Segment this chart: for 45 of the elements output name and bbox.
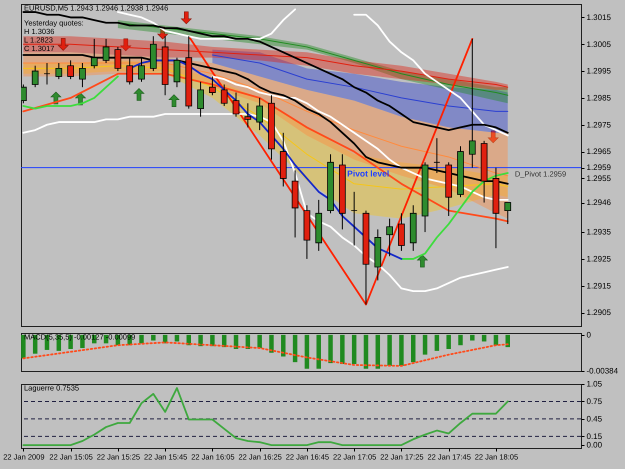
y-tick-label: 1.2959	[586, 163, 612, 172]
y-tick-label: 1.2955	[586, 174, 612, 183]
candlestick	[44, 62, 50, 85]
y-tick-label: 1.2946	[586, 198, 612, 208]
candlestick	[256, 97, 264, 131]
candlestick	[79, 62, 86, 88]
y-tick-label: 1.2905	[586, 308, 612, 318]
line-series	[22, 387, 509, 446]
y-tick-label: 0.75	[586, 396, 603, 406]
candlestick	[244, 102, 252, 128]
line-series	[212, 54, 508, 112]
candlestick	[21, 84, 27, 104]
y-tick-label: 1.2935	[586, 228, 612, 237]
y-tick-label: 1.05	[586, 380, 603, 388]
line-series	[211, 76, 509, 201]
line-series	[22, 44, 508, 88]
y-tick-label: 1.2995	[586, 66, 612, 76]
candlestick	[386, 218, 393, 257]
candlestick	[398, 212, 405, 252]
candlestick	[67, 60, 74, 80]
y-tick-label: 0.45	[586, 414, 603, 424]
candlestick	[197, 81, 204, 118]
candlestick	[55, 62, 62, 80]
y-tick-label: 1.2925	[586, 254, 612, 264]
candlestick	[504, 202, 512, 225]
y-tick-label: 0	[586, 330, 592, 340]
y-tick-label: -0.00384	[586, 366, 619, 376]
y-tick-label: 1.2975	[586, 120, 612, 130]
y-tick-label: 1.3005	[586, 40, 612, 49]
line-series	[22, 342, 509, 367]
y-tick-label: 1.2965	[586, 147, 612, 156]
candlestick	[174, 57, 180, 88]
candlestick	[434, 138, 440, 174]
y-tick-label: 1.2985	[586, 93, 612, 102]
y-tick-label: 0.15	[586, 432, 603, 441]
candlestick	[350, 191, 358, 246]
y-tick-label: 1.3015	[586, 12, 612, 22]
candlestick	[138, 57, 145, 82]
y-tick-label: 0.00	[586, 440, 603, 450]
y-tick-label: 1.2915	[586, 281, 612, 290]
candlestick	[126, 57, 134, 85]
candlestick	[220, 84, 228, 106]
candlestick	[32, 65, 39, 88]
candlestick	[232, 92, 240, 118]
candlestick	[209, 76, 216, 96]
